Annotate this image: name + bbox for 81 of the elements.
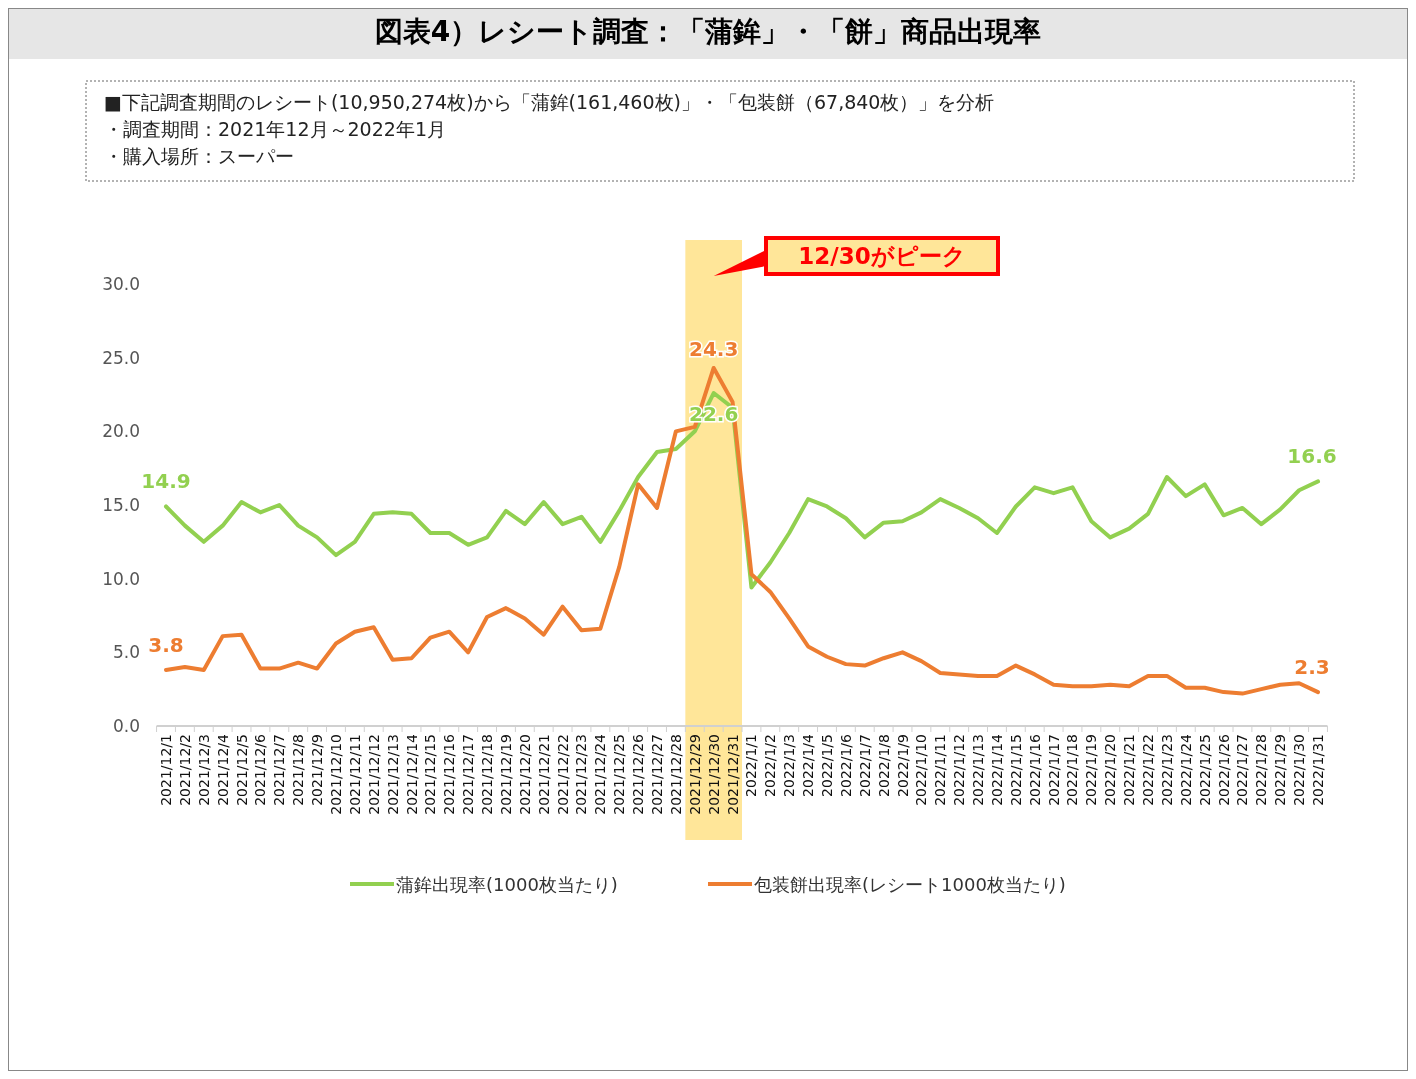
x-tick-label: 2022/1/8	[875, 734, 892, 797]
x-tick-label: 2022/1/16	[1026, 733, 1043, 806]
x-tick-label: 2021/12/14	[403, 733, 420, 815]
x-tick-label: 2021/12/8	[290, 734, 307, 806]
y-tick-label: 25.0	[102, 347, 140, 368]
x-tick-label: 2022/1/15	[1007, 734, 1024, 806]
legend-label: 包装餅出現率(レシート1000枚当たり)	[754, 874, 1066, 895]
data-label: 3.8	[148, 633, 184, 658]
x-tick-label: 2022/1/23	[1158, 734, 1175, 806]
x-tick-label: 2021/12/4	[214, 733, 231, 806]
legend-label: 蒲鉾出現率(1000枚当たり)	[396, 874, 618, 895]
x-tick-label: 2022/1/30	[1291, 734, 1308, 806]
x-tick-label: 2021/12/27	[649, 734, 666, 815]
text: 12/30がピーク	[798, 243, 966, 269]
data-label: 14.9	[141, 469, 191, 494]
x-tick-label: 2021/12/2	[176, 734, 193, 806]
x-tick-label: 2022/1/2	[762, 734, 779, 797]
text: ・購入場所：スーパー	[104, 145, 294, 167]
x-tick-label: 2021/12/22	[554, 734, 571, 815]
x-tick-label: 2021/12/16	[441, 733, 458, 815]
chart-title: 図表4）レシート調査：「蒲鉾」・「餅」商品出現率	[374, 15, 1042, 48]
x-tick-label: 2022/1/14	[988, 733, 1005, 806]
x-tick-label: 2022/1/27	[1234, 734, 1251, 806]
x-tick-label: 2021/12/30	[705, 734, 722, 815]
x-tick-label: 2021/12/11	[346, 734, 363, 815]
y-tick-label: 5.0	[112, 642, 140, 663]
x-tick-label: 2021/12/23	[573, 734, 590, 815]
x-tick-label: 2021/12/21	[535, 734, 552, 815]
x-tick-label: 2021/12/19	[497, 734, 514, 815]
y-tick-label: 20.0	[102, 421, 140, 442]
x-tick-label: 2021/12/9	[309, 734, 326, 806]
x-tick-label: 2021/12/24	[592, 733, 609, 815]
x-tick-label: 2021/12/26	[630, 733, 647, 815]
x-tick-label: 2022/1/22	[1140, 734, 1157, 806]
y-tick-label: 15.0	[102, 495, 140, 515]
x-tick-label: 2021/12/31	[724, 734, 741, 815]
x-tick-label: 2022/1/4	[800, 733, 817, 797]
x-tick-label: 2022/1/31	[1310, 734, 1326, 806]
x-tick-label: 2022/1/5	[818, 734, 835, 797]
x-tick-label: 2021/12/3	[195, 734, 212, 806]
chart-subtitle: ■下記調査期間のレシート(10,950,274枚)から「蒲鉾(161,460枚)」・「包装餅（67,840枚）」を分析	[104, 91, 995, 113]
x-tick-label: 2022/1/9	[894, 734, 911, 797]
text: ・調査期間：2021年12月～2022年1月	[104, 118, 446, 140]
x-tick-label: 2021/12/7	[271, 734, 288, 806]
x-tick-label: 2022/1/26	[1215, 733, 1232, 806]
x-tick-label: 2022/1/13	[970, 734, 987, 806]
x-tick-label: 2022/1/28	[1253, 734, 1270, 806]
y-tick-label: 0.0	[112, 716, 140, 736]
x-tick-label: 2022/1/25	[1196, 734, 1213, 806]
y-tick-label: 30.0	[102, 274, 140, 294]
x-tick-label: 2021/12/28	[667, 734, 684, 815]
x-tick-label: 2022/1/29	[1272, 734, 1289, 806]
x-tick-label: 2022/1/17	[1045, 734, 1062, 806]
x-tick-label: 2021/12/25	[611, 734, 628, 815]
x-tick-label: 2021/12/18	[479, 734, 496, 815]
y-tick-label: 10.0	[102, 568, 140, 589]
x-tick-label: 2022/1/10	[913, 734, 930, 806]
x-tick-label: 2021/12/12	[365, 734, 382, 815]
x-tick-label: 2021/12/15	[422, 734, 439, 815]
x-tick-label: 2021/12/10	[327, 734, 344, 815]
x-tick-label: 2021/12/29	[686, 734, 703, 815]
x-tick-label: 2022/1/6	[837, 733, 854, 797]
x-tick-label: 2022/1/1	[743, 734, 760, 797]
x-tick-label: 2022/1/12	[951, 734, 968, 806]
x-tick-label: 2021/12/5	[233, 734, 250, 806]
x-tick-label: 2021/12/17	[460, 734, 477, 815]
x-tick-label: 2021/12/1	[158, 734, 174, 806]
x-tick-label: 2022/1/20	[1102, 734, 1119, 806]
data-label: 16.6	[1287, 444, 1337, 469]
x-tick-label: 2022/1/19	[1083, 734, 1100, 806]
x-tick-label: 2022/1/7	[856, 734, 873, 797]
x-tick-label: 2022/1/24	[1177, 733, 1194, 806]
x-tick-label: 2022/1/18	[1064, 734, 1081, 806]
x-tick-label: 2022/1/3	[781, 734, 798, 797]
x-tick-label: 2022/1/21	[1121, 734, 1138, 806]
x-tick-label: 2021/12/20	[516, 734, 533, 815]
x-tick-label: 2021/12/13	[384, 734, 401, 815]
x-tick-label: 2021/12/6	[252, 733, 269, 806]
data-label: 24.3	[688, 336, 739, 361]
data-label: 2.3	[1294, 655, 1330, 680]
x-tick-label: 2022/1/11	[932, 734, 949, 806]
